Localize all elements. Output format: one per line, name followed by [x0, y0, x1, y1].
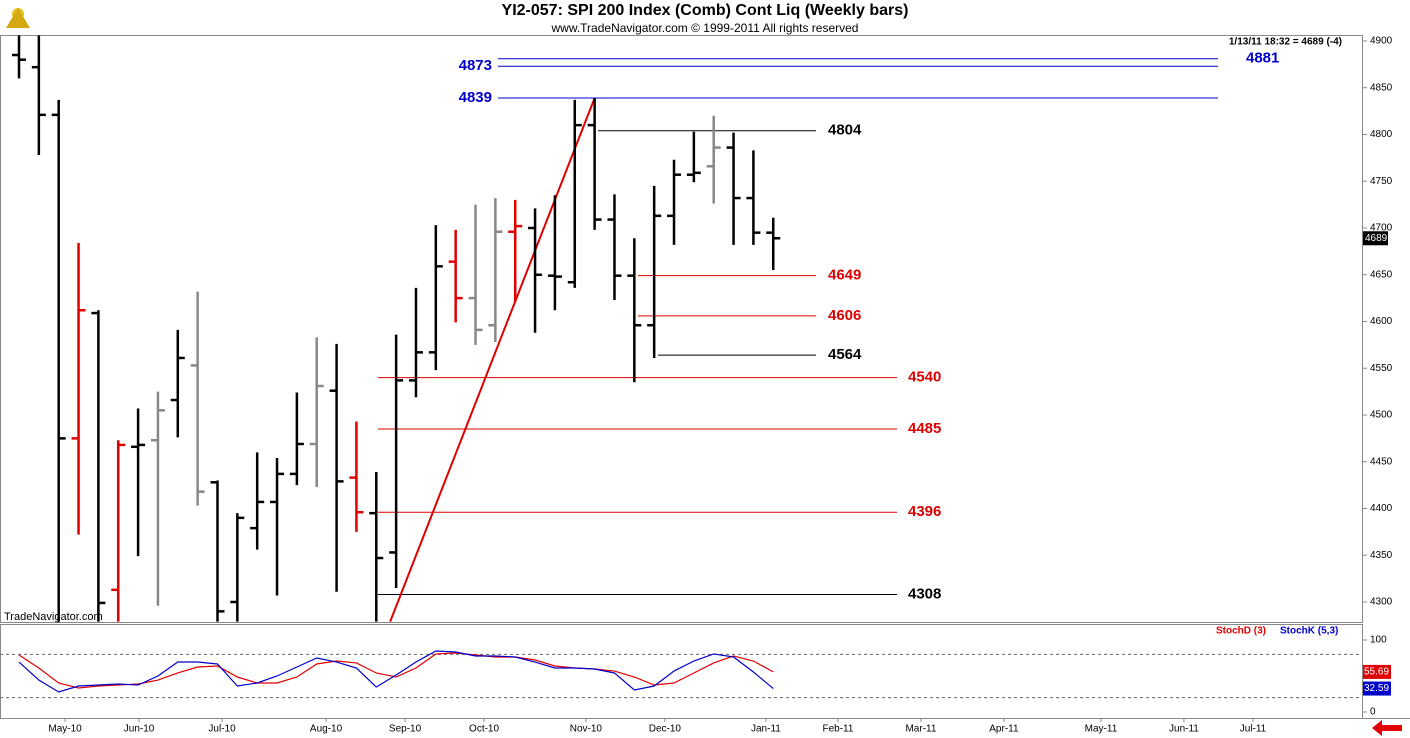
y-tick-label: 100	[1370, 635, 1387, 646]
x-tick-label: Jun-11	[1169, 724, 1199, 735]
info: 1/13/11 18:32 = 4689 (-4)	[1229, 37, 1342, 48]
y-tick-label: 4700	[1370, 223, 1393, 234]
value-box	[1363, 664, 1391, 679]
x-tick-label: Jul-11	[1240, 724, 1267, 735]
y-tick-label: 4300	[1370, 597, 1393, 608]
level-label: 4839	[459, 89, 492, 106]
logo	[6, 8, 30, 28]
lower-plot	[0, 650, 1362, 699]
y-tick-label: 4550	[1370, 363, 1393, 374]
x-tick-label: Oct-10	[469, 724, 499, 735]
y-tick-label: 4600	[1370, 316, 1393, 327]
y-tick-label: 4500	[1370, 410, 1393, 421]
level-label: 4564	[828, 346, 862, 363]
value-label: 55.69	[1364, 667, 1389, 678]
level-label: 4485	[908, 420, 941, 437]
x-tick-label: Jan-11	[751, 724, 781, 735]
y-tick-label: 4350	[1370, 550, 1393, 561]
x-tick-label: Mar-11	[905, 724, 936, 735]
scroll-arrow[interactable]	[1372, 720, 1402, 736]
watermark: TradeNavigator.com	[4, 611, 103, 623]
y-tick-label: 4900	[1370, 36, 1393, 47]
x-tick-label: Sep-10	[389, 724, 422, 735]
x-tick-label: Aug-10	[310, 724, 343, 735]
x-tick-label: Apr-11	[989, 724, 1019, 735]
stoch-line	[18, 652, 774, 689]
x-tick-label: May-11	[1085, 724, 1118, 735]
last-value-label: 4689	[1365, 233, 1388, 244]
legend-entry: StochD (3)	[1216, 626, 1266, 637]
level-label: 4540	[908, 369, 941, 386]
level-label: 4308	[908, 585, 941, 602]
y-tick-label: 4400	[1370, 503, 1393, 514]
main-panel	[0, 35, 1363, 623]
stoch-line	[18, 650, 774, 693]
level-label: 4804	[828, 122, 862, 139]
y-tick-label: 4650	[1370, 269, 1393, 280]
trendline	[389, 97, 596, 622]
x-tick-label: Jun-10	[124, 724, 155, 735]
last-value-box	[1363, 231, 1388, 246]
level-label: 4649	[828, 267, 861, 284]
x-tick-label: Jul-10	[208, 724, 236, 735]
y-tick-label: 0	[1370, 707, 1376, 718]
x-tick-label: May-10	[48, 724, 82, 735]
y-tick-label: 4800	[1370, 129, 1393, 140]
level-label: 4606	[828, 307, 861, 324]
value-box	[1363, 681, 1391, 696]
level-label: 4396	[908, 503, 941, 520]
main-plot	[11, 35, 1218, 622]
y-tick-label: 4750	[1370, 176, 1393, 187]
level-label: 4873	[459, 57, 492, 74]
y-tick-label: 4850	[1370, 82, 1393, 93]
x-tick-label: Feb-11	[822, 724, 853, 735]
value-label: 32.59	[1364, 683, 1389, 694]
chart-subtitle: www.TradeNavigator.com © 1999-2011 All r…	[551, 21, 859, 35]
x-tick-label: Dec-10	[649, 724, 682, 735]
x-tick-label: Nov-10	[570, 724, 603, 735]
level-label: 4881	[1246, 50, 1279, 67]
y-tick-label: 4450	[1370, 456, 1393, 467]
chart-title: YI2-057: SPI 200 Index (Comb) Cont Liq (…	[502, 2, 909, 19]
legend-entry: StochK (5,3)	[1280, 626, 1338, 637]
